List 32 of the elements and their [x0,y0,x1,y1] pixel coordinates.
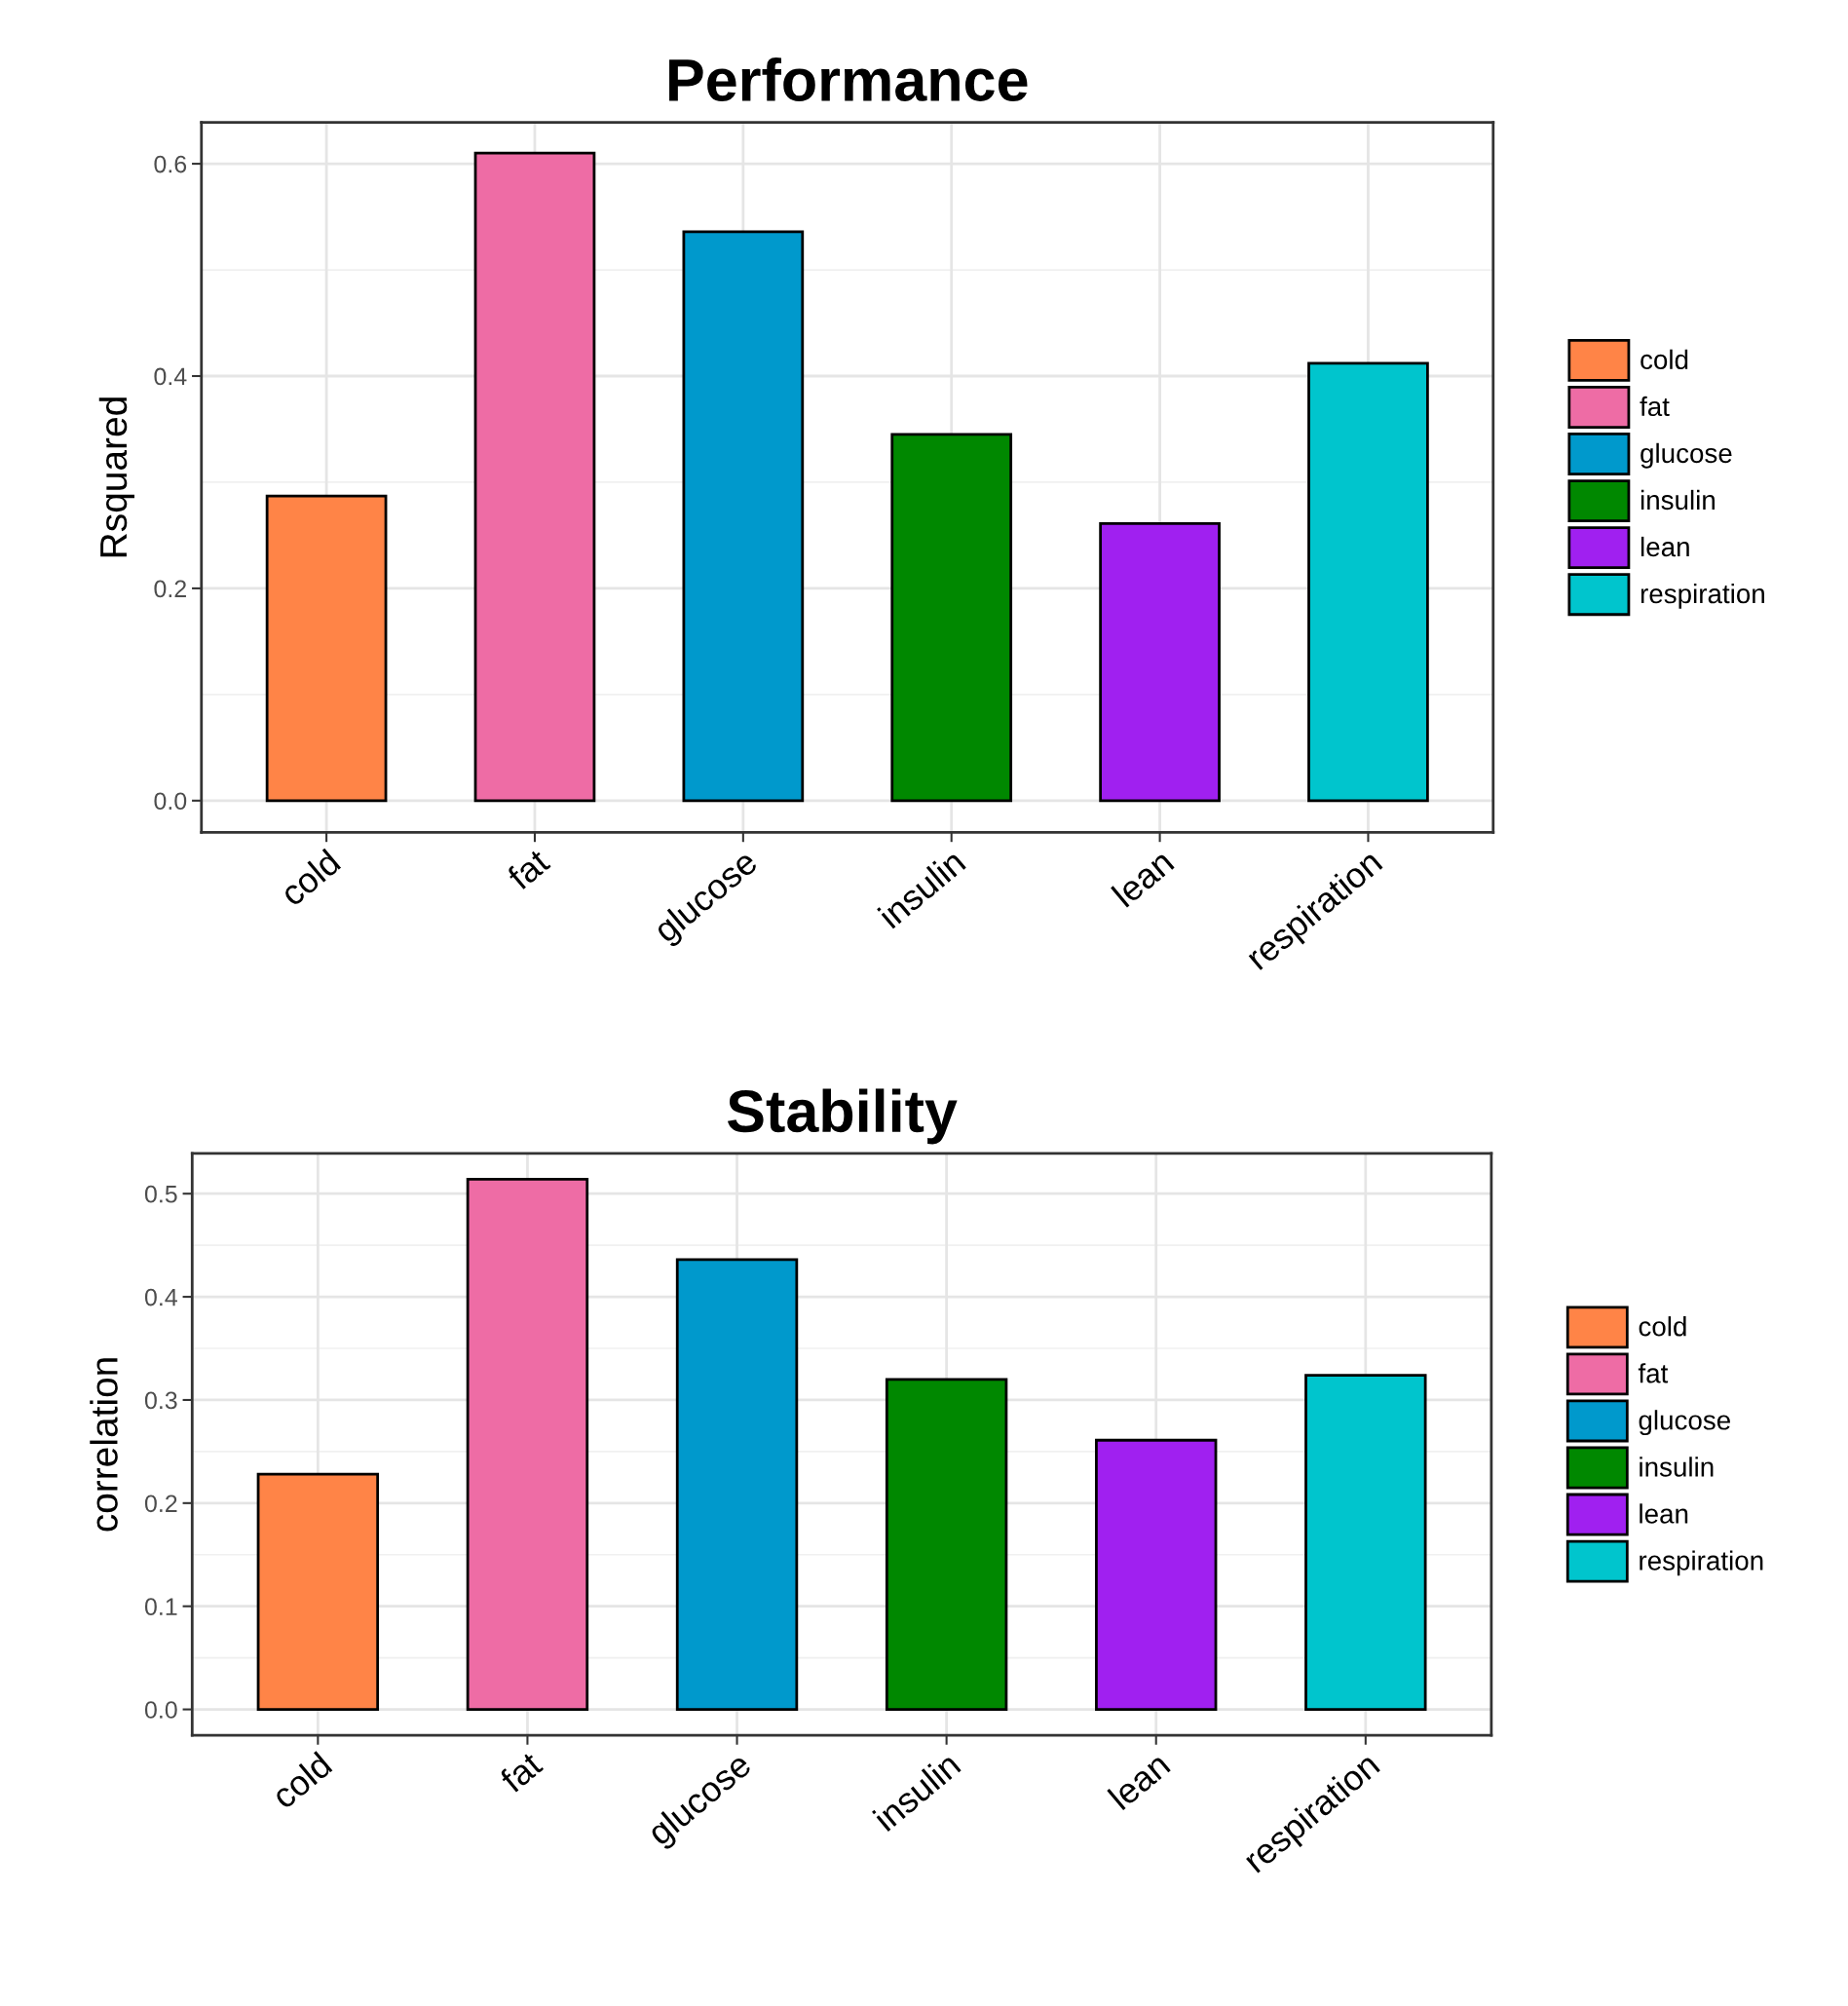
x-tick-label: fat [498,1749,545,1795]
legend-label: glucose [1639,1410,1730,1436]
legend-label: cold [1641,349,1688,370]
legend-label: lean [1641,536,1689,557]
chart-title: Performance [669,57,1028,101]
y-tick-label: 0.2 [144,1495,177,1513]
legend-label: insulin [1641,489,1715,511]
legend-label: insulin [1640,1457,1714,1477]
x-tick-label: fat [505,847,551,891]
legend-label: respiration [1641,583,1764,609]
legend-label: fat [1640,396,1670,417]
legend-label: respiration [1640,1550,1763,1576]
y-tick-label: 0.6 [154,155,187,173]
x-tick-label: cold [278,848,342,907]
y-tick-label: 0.0 [144,1701,177,1719]
y-axis-title: Rsquared [98,397,134,557]
y-tick-label: 0.2 [154,580,186,598]
y-tick-label: 0.3 [144,1391,177,1410]
legend-label: cold [1639,1316,1686,1337]
y-tick-label: 0.4 [154,367,187,386]
y-tick-label: 0.5 [144,1185,177,1203]
y-tick-label: 0.4 [144,1288,177,1306]
x-tick-label: cold [269,1751,333,1810]
legend-label: glucose [1641,442,1732,469]
x-tick-label: lean [1107,1751,1171,1811]
y-axis-title: correlation [90,1358,118,1532]
legend-label: fat [1638,1363,1669,1383]
y-tick-label: 0.1 [144,1598,177,1615]
chart-title: Stability [728,1088,958,1145]
x-tick-label: lean [1111,848,1175,908]
legend-label: lean [1640,1503,1688,1524]
y-tick-label: 0.0 [154,792,187,811]
